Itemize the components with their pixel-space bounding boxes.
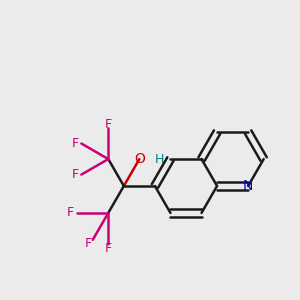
Text: F: F — [105, 118, 112, 131]
Text: F: F — [105, 242, 112, 255]
Text: F: F — [67, 206, 74, 219]
Text: F: F — [71, 168, 78, 181]
Text: N: N — [243, 179, 253, 193]
Text: F: F — [84, 237, 92, 250]
Text: H: H — [154, 153, 164, 166]
Text: F: F — [71, 137, 78, 150]
Text: O: O — [134, 152, 145, 166]
